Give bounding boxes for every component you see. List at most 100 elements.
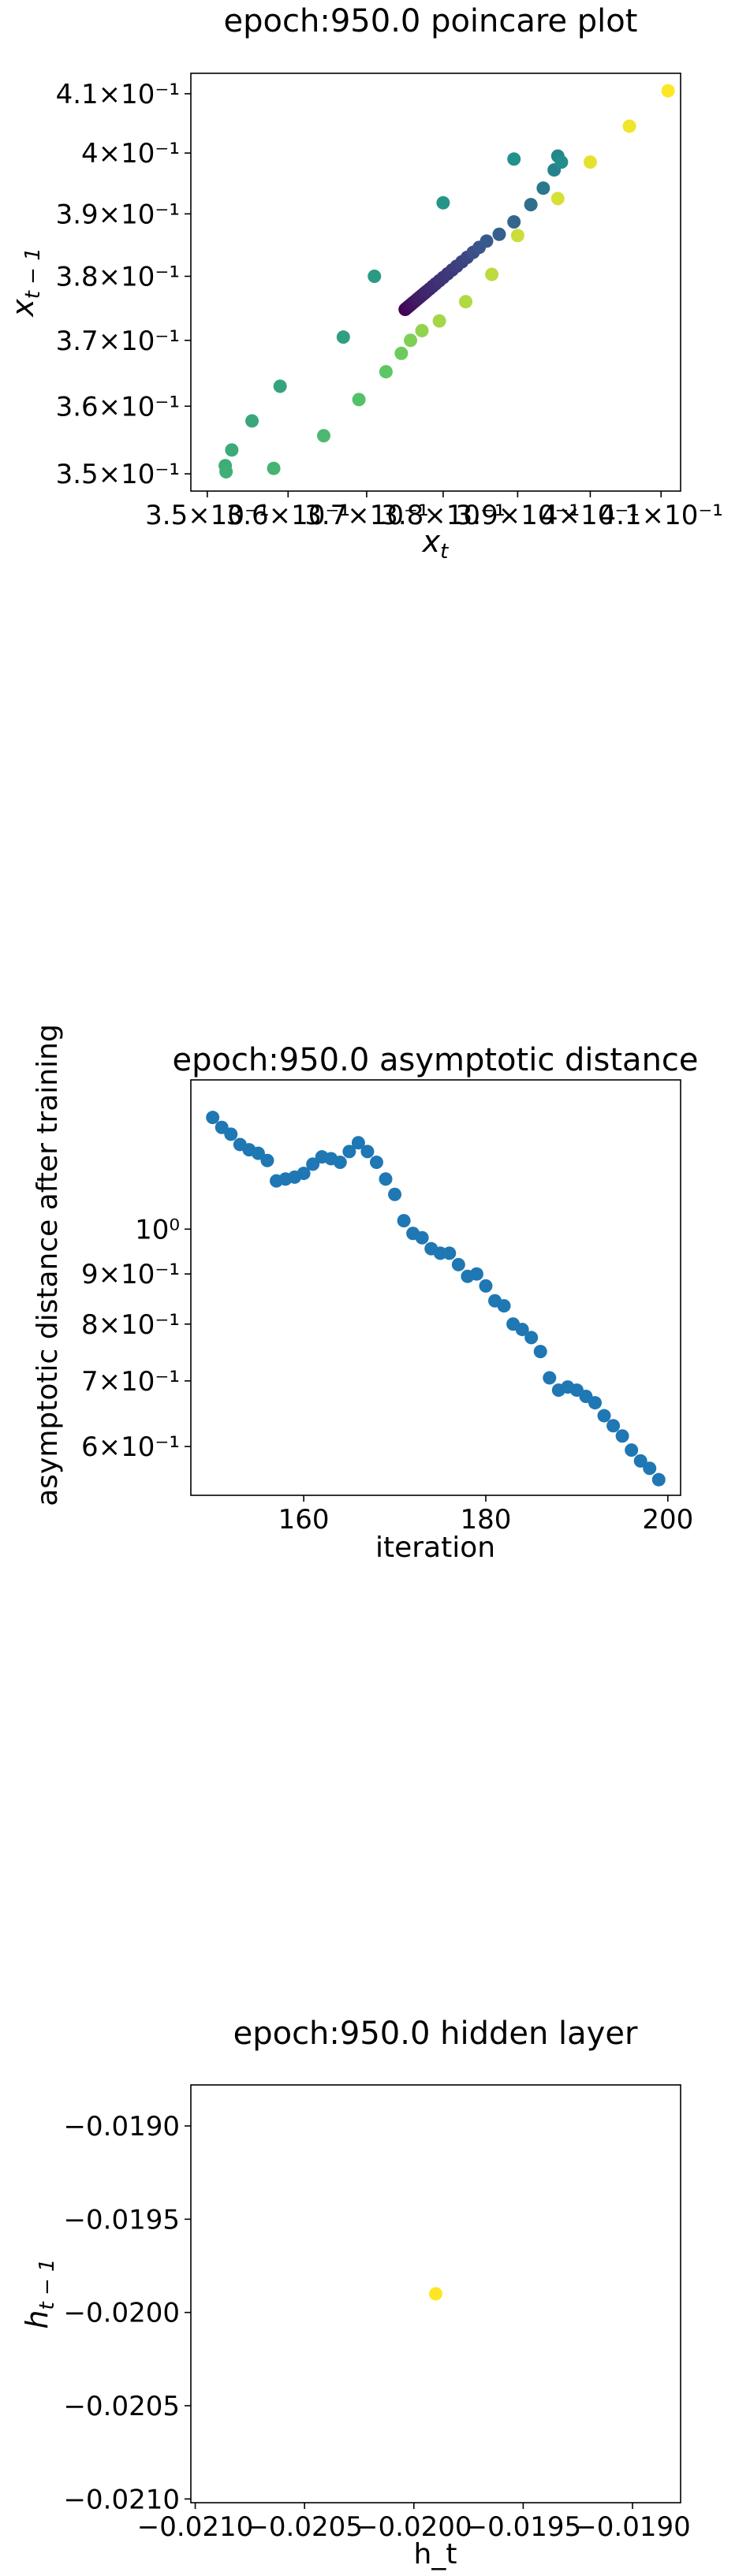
data-point (550, 192, 565, 206)
asymptotic-y-ticks: 10⁰ 9×10⁻¹ 8×10⁻¹ 7×10⁻¹ 6×10⁻¹ (81, 1214, 191, 1463)
x-tick-label: 3.6×10⁻¹ (226, 500, 350, 531)
data-point (651, 1472, 666, 1487)
data-point (625, 1443, 639, 1457)
data-point (245, 414, 259, 428)
data-point (554, 155, 569, 169)
data-point (442, 1246, 457, 1260)
data-point (661, 84, 675, 98)
data-point (415, 323, 429, 337)
x-tick-label: 200 (642, 1504, 693, 1536)
data-point (260, 1153, 274, 1167)
y-tick-label: 8×10⁻¹ (81, 1309, 180, 1341)
x-tick-label: −0.0195 (465, 2511, 581, 2543)
data-point (507, 152, 521, 166)
data-point (368, 270, 382, 284)
data-point (415, 1230, 429, 1245)
hidden-layer-y-axis-label: ht − 1 (20, 2258, 59, 2328)
x-tick-label: −0.0200 (356, 2511, 472, 2543)
hidden-layer-axes-frame (190, 2084, 681, 2503)
data-point (306, 1157, 320, 1171)
hidden-layer-x-axis-label: h_t (414, 2538, 457, 2570)
data-point (515, 1323, 529, 1337)
y-tick-label: 10⁰ (135, 1214, 180, 1245)
y-tick-label: −0.0205 (64, 2391, 180, 2422)
data-point (507, 215, 521, 229)
data-point (536, 181, 550, 195)
data-point (379, 365, 393, 379)
asymptotic-points (206, 1111, 666, 1487)
x-tick-label: −0.0210 (137, 2511, 253, 2543)
data-point (492, 227, 506, 241)
data-point (436, 195, 450, 210)
hidden-layer-plot: epoch:950.0 hidden layer −0.0190−0.0195−… (20, 2016, 691, 2570)
data-point (479, 234, 494, 248)
data-point (497, 1299, 511, 1313)
data-point (524, 198, 538, 212)
x-tick-label: 4.1×10⁻¹ (599, 500, 723, 531)
data-point (583, 155, 597, 169)
x-tick-label: 3.7×10⁻¹ (304, 500, 428, 531)
poincare-y-ticks: 3.5×10⁻¹ 3.6×10⁻¹ 3.7×10⁻¹ 3.8×10⁻¹ 3.9×10⁻¹… (56, 79, 191, 490)
data-point (622, 119, 636, 133)
data-point (432, 314, 446, 328)
y-tick-label: −0.0210 (64, 2484, 180, 2515)
poincare-x-ticks: 3.5×10⁻¹3.6×10⁻¹3.7×10⁻¹3.8×10⁻¹3.9×10⁻¹… (145, 491, 723, 531)
data-point (297, 1167, 311, 1181)
x-tick-label: 3.9×10⁻¹ (456, 500, 580, 531)
data-point (479, 1279, 493, 1293)
y-tick-label: 6×10⁻¹ (81, 1431, 180, 1463)
data-point (369, 1156, 383, 1170)
data-point (643, 1461, 657, 1476)
data-point (615, 1429, 629, 1443)
data-point (336, 330, 350, 344)
y-tick-label: −0.0195 (64, 2204, 180, 2235)
data-point (397, 1214, 411, 1228)
asymptotic-distance-plot: epoch:950.0 asymptotic distance 10⁰ 9×10⁻… (32, 1024, 699, 1564)
x-tick-label: −0.0190 (574, 2511, 690, 2543)
data-point (510, 229, 524, 243)
data-point (429, 2287, 442, 2301)
y-tick-label: −0.0190 (64, 2111, 180, 2142)
y-tick-label: 3.8×10⁻¹ (56, 262, 180, 293)
y-tick-label: 4.1×10⁻¹ (56, 79, 180, 110)
x-tick-label: 180 (461, 1504, 512, 1536)
data-point (316, 429, 330, 443)
data-point (485, 267, 499, 281)
y-tick-label: −0.0200 (64, 2298, 180, 2329)
asymptotic-x-axis-label: iteration (375, 1532, 495, 1564)
hidden-layer-y-ticks: −0.0190 −0.0195 −0.0200 −0.0205 −0.0210 (64, 2111, 191, 2515)
data-point (451, 1257, 465, 1271)
data-point (219, 465, 233, 479)
hidden-layer-x-ticks: −0.0210−0.0205−0.0200−0.0195−0.0190 (137, 2503, 691, 2543)
data-point (351, 1136, 365, 1150)
data-point (352, 393, 366, 407)
data-point (394, 346, 409, 360)
data-point (533, 1345, 547, 1359)
data-point (342, 1145, 356, 1159)
data-point (606, 1419, 621, 1433)
y-tick-label: 4×10⁻¹ (81, 138, 180, 169)
poincare-points (218, 84, 675, 479)
data-point (267, 461, 281, 475)
poincare-plot-axes-frame (190, 73, 681, 492)
x-tick-label: 3.8×10⁻¹ (381, 500, 505, 531)
data-point (225, 443, 239, 457)
hidden-layer-points (429, 2287, 442, 2301)
data-point (459, 295, 473, 309)
asymptotic-y-axis-label: asymptotic distance after training (32, 1024, 64, 1506)
data-point (251, 1146, 265, 1160)
x-tick-label: 3.5×10⁻¹ (145, 500, 269, 531)
data-point (588, 1396, 602, 1410)
data-point (469, 1267, 483, 1281)
asymptotic-distance-title: epoch:950.0 asymptotic distance (172, 1042, 698, 1078)
asymptotic-distance-axes-frame (190, 1079, 681, 1496)
y-tick-label: 3.5×10⁻¹ (56, 459, 180, 490)
y-tick-label: 9×10⁻¹ (81, 1259, 180, 1290)
y-tick-label: 3.6×10⁻¹ (56, 391, 180, 423)
data-point (597, 1409, 611, 1423)
y-tick-label: 3.7×10⁻¹ (56, 326, 180, 357)
poincare-plot: epoch:950.0 poincare plot 3.5×10⁻¹3.6×10… (6, 3, 723, 564)
asymptotic-x-ticks: 160 180 200 (278, 1495, 693, 1536)
y-tick-label: 3.9×10⁻¹ (56, 199, 180, 230)
